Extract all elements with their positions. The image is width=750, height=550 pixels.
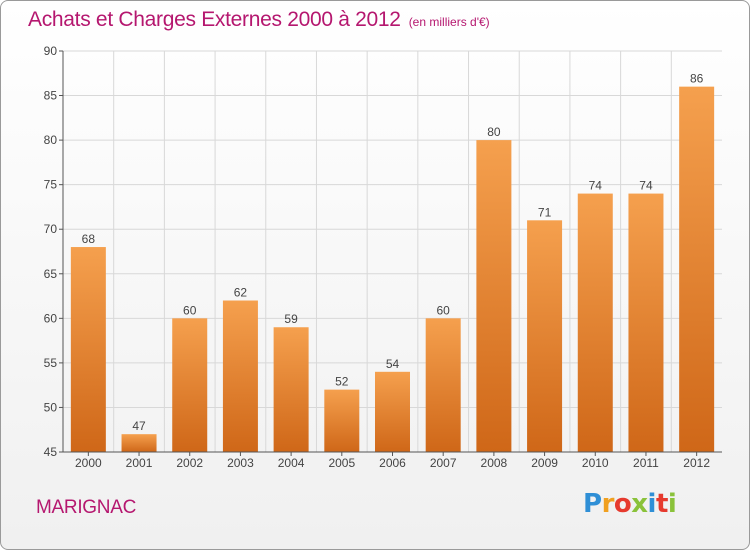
bar [273,327,309,452]
data-label: 60 [183,303,197,317]
bar [476,140,512,452]
bar [121,434,157,452]
x-tick-label: 2001 [126,456,153,470]
logo-letter: r [601,489,615,519]
bar [222,300,258,452]
y-tick-label: 90 [44,44,58,58]
x-tick-label: 2011 [633,456,659,470]
y-tick-label: 70 [44,222,58,236]
x-tick-label: 2009 [531,456,558,470]
data-label: 68 [82,232,96,246]
x-tick-label: 2010 [582,456,609,470]
logo-letter: i [647,489,657,519]
data-label: 59 [284,312,298,326]
y-tick-label: 55 [44,356,58,370]
y-tick-label: 80 [44,133,58,147]
x-tick-label: 2006 [379,456,406,470]
logo-letter: P [583,489,602,519]
data-label: 74 [589,179,603,193]
chart-title: Achats et Charges Externes 2000 à 2012 (e… [28,8,490,32]
y-tick-labels: 45 50 55 60 65 70 75 80 85 90 [44,44,58,459]
bar [425,318,461,452]
bars [70,86,715,453]
data-label: 86 [690,72,704,86]
data-label: 62 [234,286,248,300]
x-tick-label: 2003 [227,456,254,470]
data-labels: 68 47 60 62 59 52 54 60 80 71 74 74 86 [82,72,704,434]
bar [527,220,563,452]
bar [324,389,360,452]
data-label: 71 [538,205,552,219]
x-tick-label: 2005 [328,456,355,470]
x-tick-label: 2004 [278,456,305,470]
y-tick-label: 85 [44,89,58,103]
x-tick-label: 2008 [481,456,508,470]
bar [172,318,208,452]
data-label: 52 [335,375,349,389]
y-tick-label: 60 [44,311,58,325]
x-tick-labels: 2000 2001 2002 2003 2004 2005 2006 2007 2008 2009… [75,456,710,470]
x-tick-label: 2012 [683,456,710,470]
proxiti-logo: Proxiti [583,489,677,519]
y-tick-label: 50 [44,400,58,414]
x-tick-label: 2002 [176,456,203,470]
logo-letter: t [655,489,668,519]
data-label: 74 [639,179,653,193]
data-label: 47 [132,419,146,433]
bar [628,193,664,453]
bar [375,371,410,452]
x-tick-label: 2000 [75,456,102,470]
x-tick-label: 2007 [430,456,457,470]
data-label: 60 [437,303,451,317]
bar [679,86,715,453]
commune-name: MARIGNAC [36,497,136,518]
bar [577,193,613,453]
logo-letter: x [631,489,648,519]
bar [70,247,106,452]
chart-title-text: Achats et Charges Externes 2000 à 2012 [28,8,401,31]
logo-letter: i [667,489,677,519]
data-label: 80 [487,125,501,139]
logo-letter: o [613,489,632,519]
y-tick-label: 45 [44,445,58,459]
axes [59,50,722,456]
data-label: 54 [386,357,400,371]
y-tick-label: 65 [44,267,58,281]
y-tick-label: 75 [44,178,58,192]
chart-subtitle: (en milliers d'€) [408,15,490,29]
